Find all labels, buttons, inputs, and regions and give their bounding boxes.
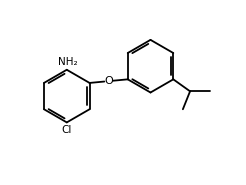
Text: Cl: Cl [62, 125, 72, 135]
Text: O: O [104, 76, 113, 86]
Text: NH₂: NH₂ [58, 57, 78, 67]
